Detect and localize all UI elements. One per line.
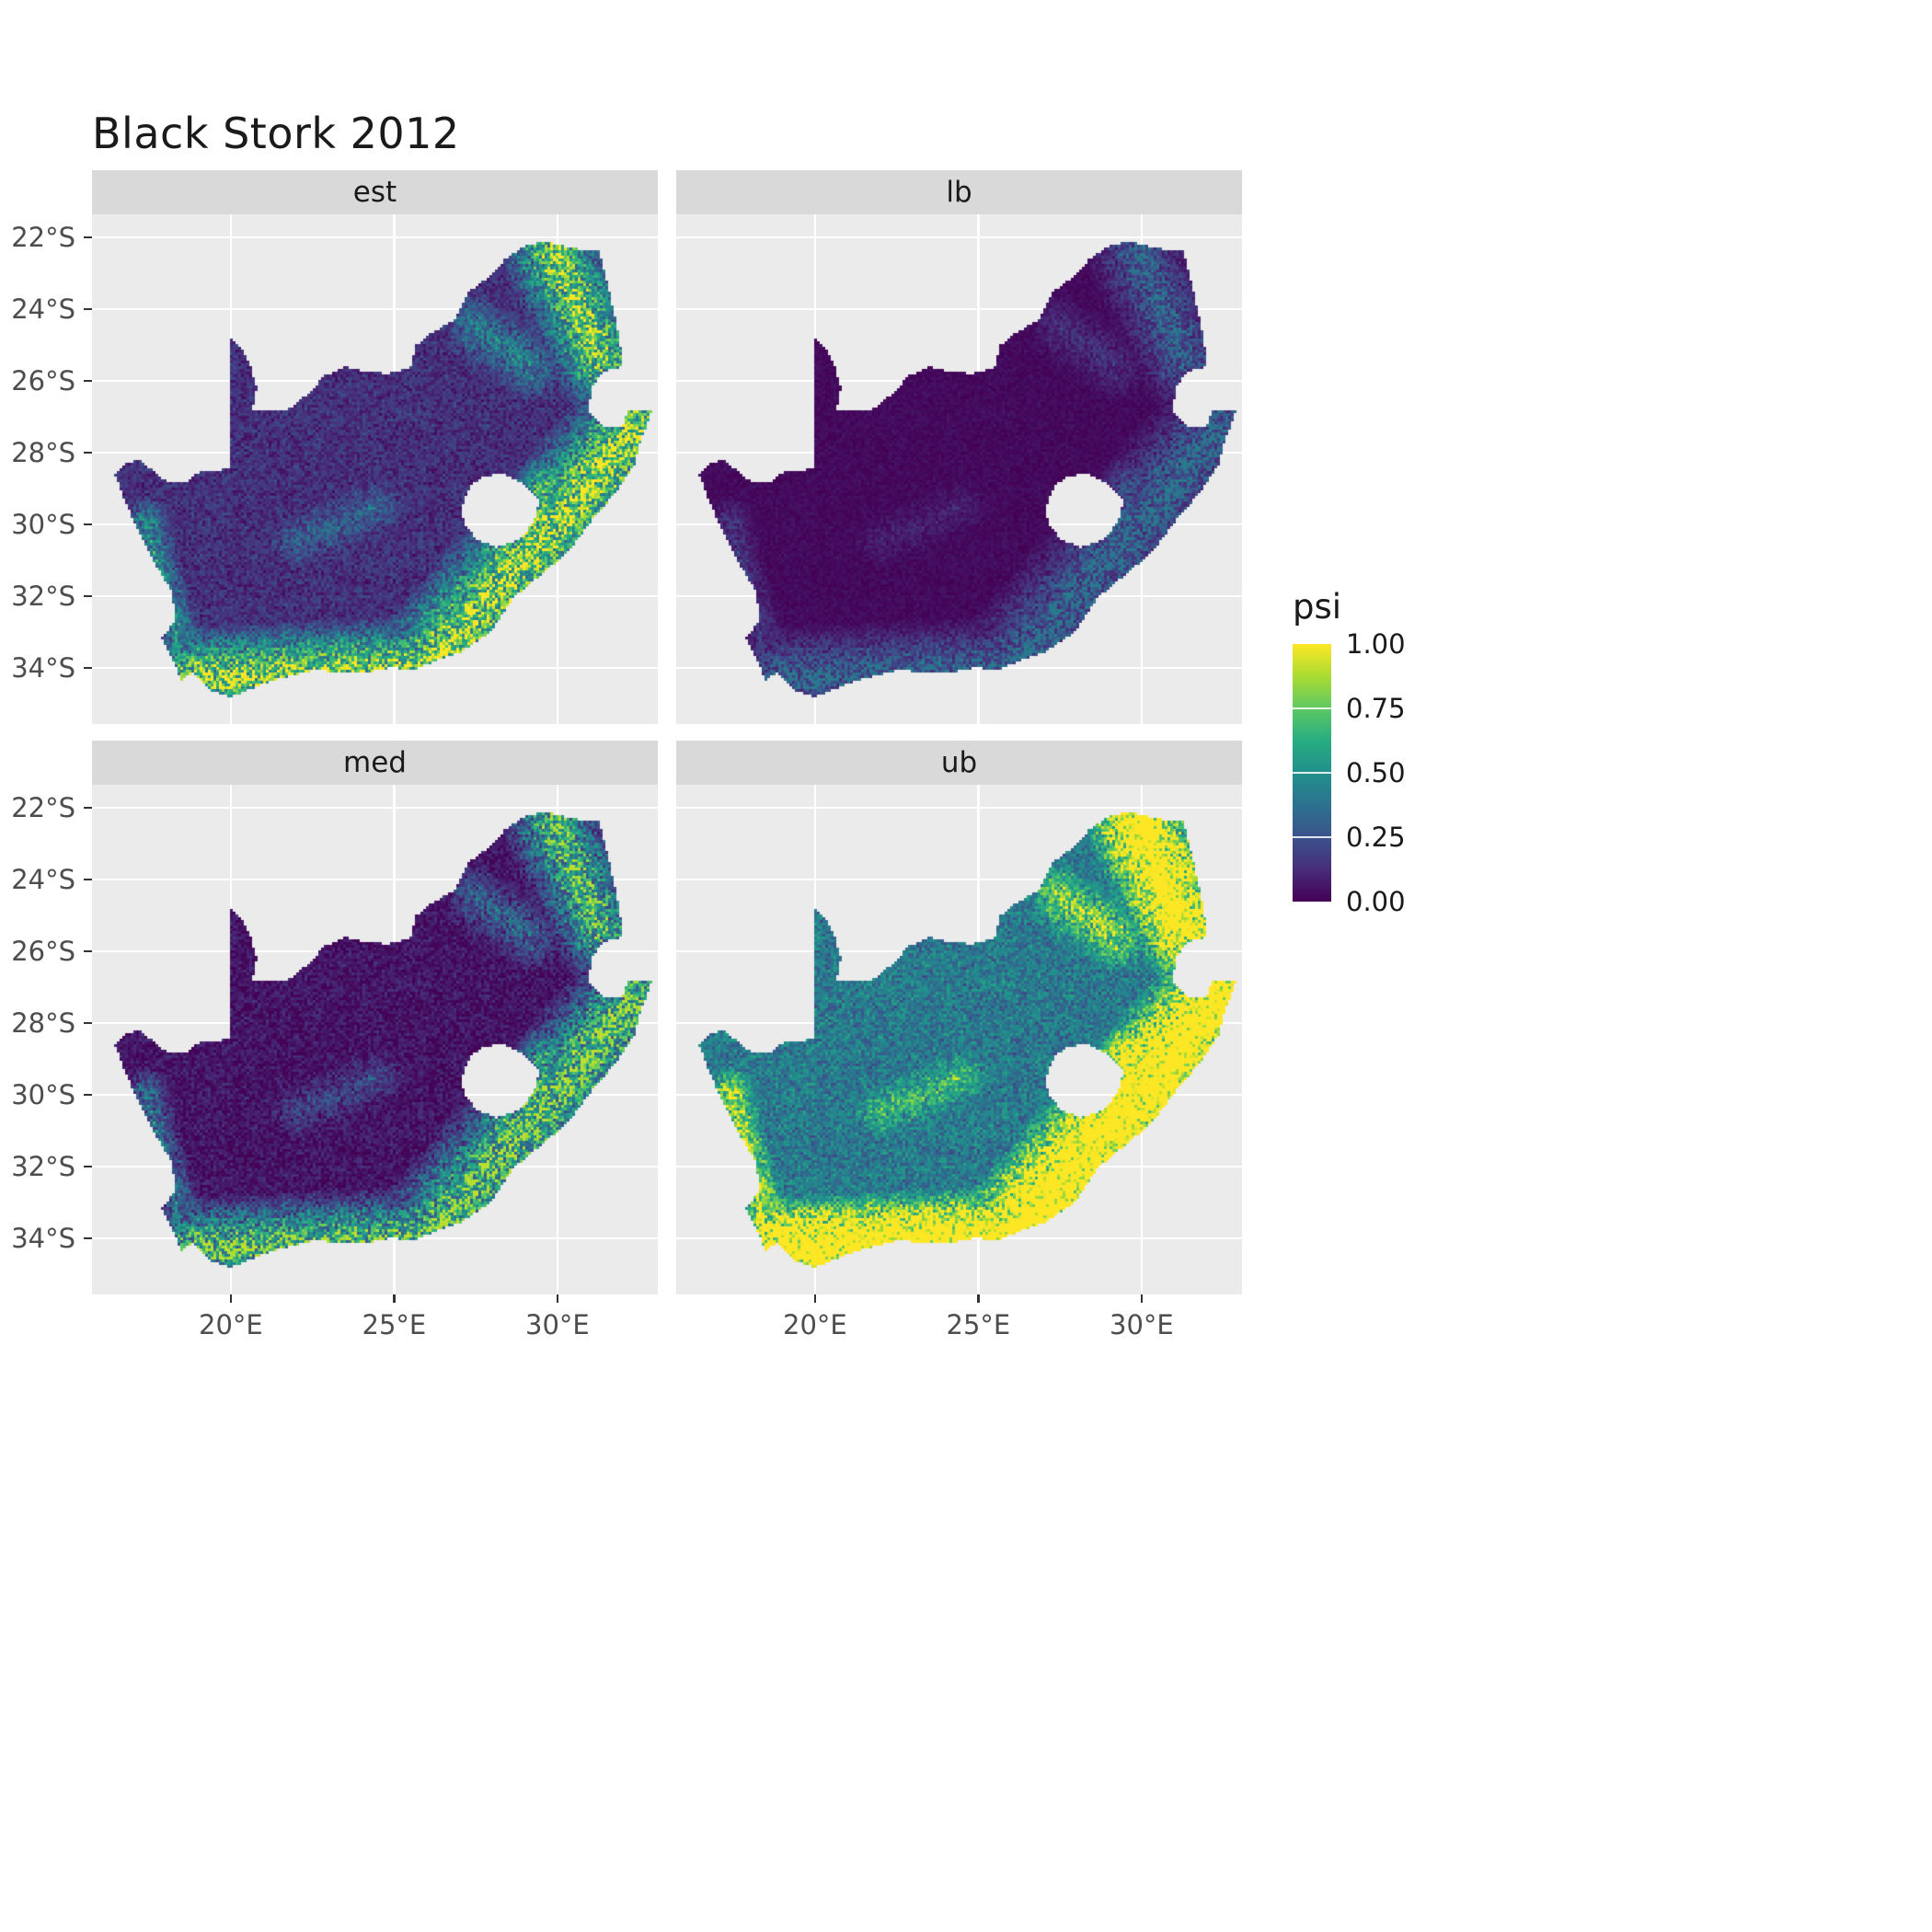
y-axis-label: 26°S (11, 935, 75, 967)
y-axis-label: 22°S (11, 221, 75, 253)
y-axis-label: 34°S (11, 1222, 75, 1254)
y-axis-tick (84, 666, 92, 670)
y-axis-tick (84, 806, 92, 810)
y-axis-label: 24°S (11, 863, 75, 895)
facet-strip-label-med: med (343, 746, 407, 779)
x-axis-label: 20°E (199, 1309, 263, 1340)
y-axis-tick (84, 379, 92, 383)
facet-panel-est (92, 214, 658, 724)
x-axis-label: 25°E (362, 1309, 427, 1340)
plot-title: Black Stork 2012 (92, 109, 460, 158)
south-africa-psi-raster-ub (676, 785, 1242, 1294)
y-axis-label: 26°S (11, 364, 75, 397)
legend-label: 0.25 (1346, 822, 1406, 853)
south-africa-psi-raster-est (92, 214, 658, 724)
y-axis-tick (84, 878, 92, 881)
facet-panel-med (92, 785, 658, 1294)
legend-colorbar-tick (1293, 707, 1331, 710)
y-axis-tick (84, 949, 92, 953)
legend-colorbar-tick (1293, 835, 1331, 839)
x-axis-tick (813, 1294, 817, 1303)
x-axis-label: 30°E (525, 1309, 590, 1340)
x-axis-tick (556, 1294, 559, 1303)
y-axis-tick (84, 523, 92, 526)
facet-strip-label-ub: ub (940, 746, 978, 779)
y-axis-label: 34°S (11, 651, 75, 684)
y-axis-tick (84, 1093, 92, 1097)
legend-label: 0.00 (1346, 886, 1406, 917)
facet-strip-med: med (92, 741, 658, 785)
x-axis-label: 25°E (946, 1309, 1011, 1340)
facet-strip-est: est (92, 170, 658, 214)
x-axis-tick (1140, 1294, 1144, 1303)
facet-strip-label-lb: lb (946, 176, 972, 209)
y-axis-tick (84, 1236, 92, 1240)
y-axis-label: 30°S (11, 508, 75, 540)
legend-title: psi (1293, 587, 1342, 627)
y-axis-tick (84, 451, 92, 454)
facet-strip-lb: lb (676, 170, 1242, 214)
x-axis-label: 30°E (1110, 1309, 1174, 1340)
y-axis-tick (84, 1165, 92, 1168)
y-axis-tick (84, 307, 92, 311)
y-axis-label: 24°S (11, 293, 75, 325)
y-axis-label: 30°S (11, 1078, 75, 1110)
y-axis-label: 22°S (11, 791, 75, 823)
legend-label: 0.50 (1346, 757, 1406, 788)
facet-strip-ub: ub (676, 741, 1242, 785)
y-axis-label: 32°S (11, 1150, 75, 1182)
y-axis-tick (84, 594, 92, 598)
y-axis-label: 28°S (11, 1006, 75, 1039)
legend-colorbar-tick (1293, 771, 1331, 775)
y-axis-tick (84, 236, 92, 239)
south-africa-psi-raster-med (92, 785, 658, 1294)
facet-strip-label-est: est (352, 176, 397, 209)
legend-label: 1.00 (1346, 628, 1406, 660)
x-axis-tick (229, 1294, 233, 1303)
legend-label: 0.75 (1346, 693, 1406, 724)
y-axis-tick (84, 1021, 92, 1025)
south-africa-psi-raster-lb (676, 214, 1242, 724)
x-axis-label: 20°E (783, 1309, 847, 1340)
x-axis-tick (393, 1294, 396, 1303)
facet-panel-lb (676, 214, 1242, 724)
x-axis-tick (977, 1294, 980, 1303)
y-axis-label: 28°S (11, 436, 75, 468)
y-axis-label: 32°S (11, 580, 75, 612)
facet-panel-ub (676, 785, 1242, 1294)
